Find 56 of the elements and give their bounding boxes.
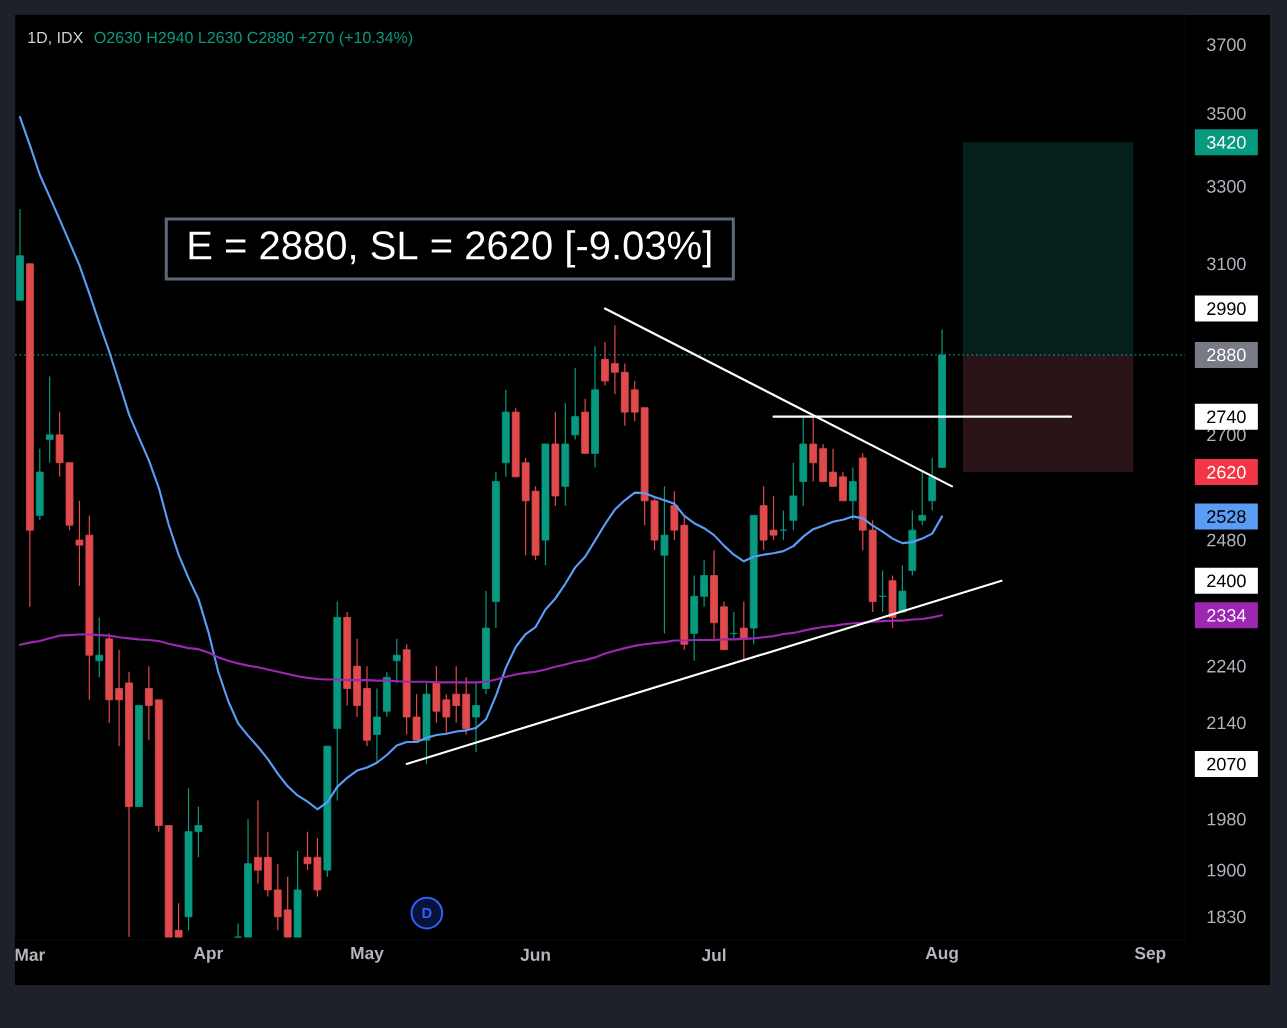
y-tick-label: 2740 bbox=[1207, 410, 1246, 424]
candlestick bbox=[234, 922, 242, 938]
candlestick bbox=[809, 416, 818, 483]
x-tick-label: May bbox=[351, 947, 384, 963]
candlestick bbox=[45, 376, 54, 464]
candlestick bbox=[571, 367, 580, 441]
candlestick bbox=[611, 324, 619, 395]
y-tick-label: 3420 bbox=[1207, 135, 1246, 149]
ref-line-label: 2880 bbox=[1207, 348, 1246, 362]
y-tick-label: 2400 bbox=[1207, 574, 1246, 588]
y-tick-label: 2070 bbox=[1207, 757, 1246, 771]
x-tick-label: Jun bbox=[520, 948, 550, 961]
y-tick-label: 2528 bbox=[1207, 510, 1246, 523]
candlestick bbox=[630, 380, 639, 422]
candlestick bbox=[700, 559, 708, 608]
y-tick-label: 3300 bbox=[1207, 180, 1246, 193]
candlestick bbox=[601, 341, 609, 386]
annotation: E = 2880, SL = 2620 [-9.03%] bbox=[189, 230, 711, 268]
x-tick-label: Sep bbox=[1134, 947, 1166, 963]
y-tick-label: 3500 bbox=[1207, 107, 1246, 120]
candlestick bbox=[848, 466, 857, 521]
candlestick bbox=[144, 665, 153, 741]
x-tick-label: Mar bbox=[15, 948, 46, 961]
y-tick-label: 2620 bbox=[1207, 465, 1246, 479]
annotation: D bbox=[422, 908, 432, 919]
y-tick-label: 2334 bbox=[1207, 609, 1246, 622]
candlestick bbox=[918, 471, 927, 526]
candlestick bbox=[452, 665, 461, 724]
candlestick bbox=[839, 471, 847, 502]
y-tick-label: 3700 bbox=[1207, 38, 1246, 51]
text: 1D, IDX bbox=[28, 31, 83, 46]
candlestick bbox=[898, 564, 907, 613]
candlestick bbox=[660, 485, 669, 635]
candlestick bbox=[392, 638, 401, 684]
y-tick-label: 2240 bbox=[1207, 659, 1246, 673]
candlestick bbox=[95, 616, 104, 678]
y-tick-label: 2140 bbox=[1207, 716, 1246, 730]
candlestick bbox=[739, 600, 748, 662]
candlestick bbox=[472, 682, 480, 753]
y-tick-label: 1980 bbox=[1207, 812, 1246, 826]
candlestick bbox=[115, 649, 123, 747]
y-tick-label: 2700 bbox=[1207, 428, 1246, 442]
candlestick bbox=[829, 448, 837, 487]
line-series bbox=[18, 115, 944, 811]
y-tick-label: 2480 bbox=[1207, 533, 1246, 547]
y-tick-label: 2990 bbox=[1207, 302, 1246, 316]
x-tick-label: Jul bbox=[701, 948, 726, 962]
x-tick-label: Aug bbox=[925, 947, 958, 963]
y-tick-label: 1900 bbox=[1207, 863, 1246, 877]
y-tick-label: 1830 bbox=[1207, 910, 1246, 924]
text: O2630 H2940 L2630 C2880 +270 (+10.34%) bbox=[94, 31, 413, 47]
candlestick bbox=[373, 687, 381, 765]
y-tick-label: 3100 bbox=[1207, 257, 1246, 271]
candlestick bbox=[928, 457, 937, 512]
x-tick-label: Apr bbox=[193, 947, 224, 963]
candlestick bbox=[254, 799, 262, 884]
